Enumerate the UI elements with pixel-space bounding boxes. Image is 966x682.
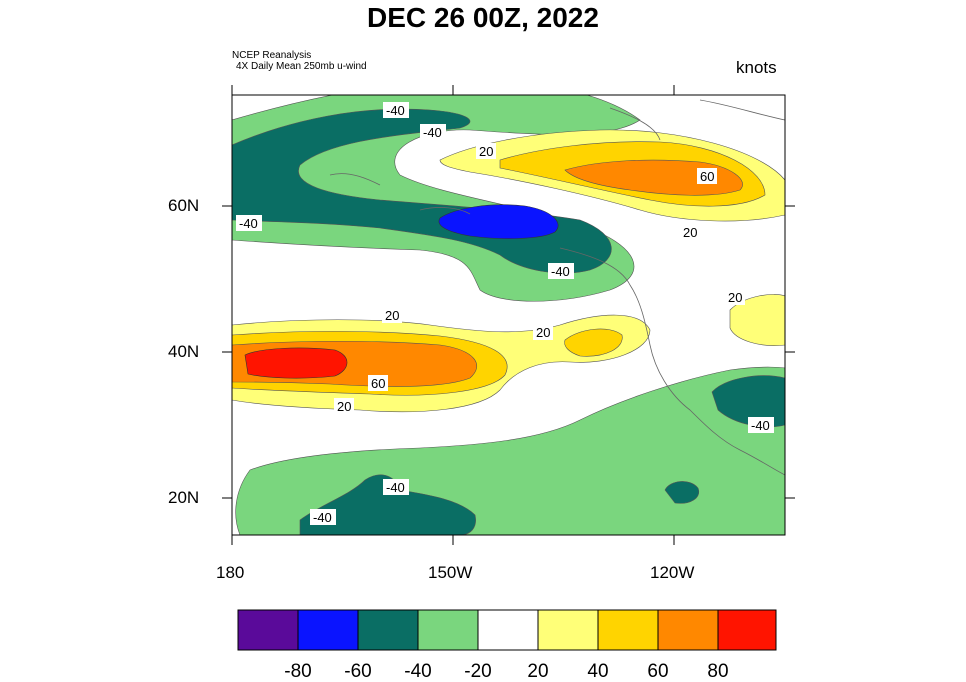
contour-label: 60	[700, 169, 714, 184]
contour-label: -40	[551, 264, 570, 279]
colorbar-box-4	[477, 609, 539, 651]
colorbar-label: -20	[464, 661, 491, 682]
contour-labels: -40 -40 -40 -40 -40 -40 -40 20 20 20 20 …	[236, 102, 774, 525]
pos-blob-gold	[564, 328, 623, 357]
source-line-2: 4X Daily Mean 250mb u-wind	[236, 61, 367, 72]
contour-label: 20	[536, 325, 550, 340]
contour-label: -40	[423, 125, 442, 140]
colorbar-box-5	[537, 609, 599, 651]
colorbar-box-7	[657, 609, 719, 651]
contour-label: -40	[313, 510, 332, 525]
colorbar-label: -80	[284, 661, 311, 682]
contour-label: 60	[371, 376, 385, 391]
pos-core-south-red	[244, 347, 348, 379]
axis-ticks	[222, 85, 795, 545]
colorbar	[237, 609, 777, 651]
contour-label: -40	[386, 480, 405, 495]
contour-label: -40	[751, 418, 770, 433]
lat-label-60n: 60N	[168, 196, 200, 215]
map-title: DEC 26 00Z, 2022	[367, 2, 599, 33]
lon-label-120w: 120W	[650, 563, 695, 582]
colorbar-box-2	[357, 609, 419, 651]
neg-blob-east-dark	[711, 375, 785, 428]
colorbar-box-1	[297, 609, 359, 651]
colorbar-label: 20	[527, 661, 548, 682]
colorbar-label: 80	[707, 661, 728, 682]
map-frame	[231, 94, 786, 536]
contour-label: 20	[728, 290, 742, 305]
colorbar-box-0	[237, 609, 299, 651]
contour-label: 20	[479, 144, 493, 159]
wind-field	[232, 95, 785, 535]
colorbar-labels: -80 -60 -40 -20 20 40 60 80	[284, 661, 728, 682]
colorbar-box-6	[597, 609, 659, 651]
colorbar-label: 40	[587, 661, 608, 682]
colorbar-label: 60	[647, 661, 668, 682]
source-line-1: NCEP Reanalysis	[232, 50, 312, 61]
colorbar-label: -60	[344, 661, 371, 682]
lat-label-20n: 20N	[168, 488, 200, 507]
colorbar-label: -40	[404, 661, 431, 682]
colorbar-box-3	[417, 609, 479, 651]
colorbar-box-8	[717, 609, 777, 651]
coastline	[329, 99, 785, 476]
lon-label-150w: 150W	[428, 563, 473, 582]
data-source: NCEP Reanalysis 4X Daily Mean 250mb u-wi…	[232, 50, 367, 72]
neg-blob-small-dark	[664, 481, 700, 504]
contour-label: -40	[386, 103, 405, 118]
units-label: knots	[736, 58, 777, 77]
contour-label: 20	[683, 225, 697, 240]
contour-label: 20	[337, 399, 351, 414]
lat-label-40n: 40N	[168, 342, 200, 361]
lon-label-180: 180	[216, 563, 245, 582]
contour-label: -40	[239, 216, 258, 231]
contour-label: 20	[385, 308, 399, 323]
